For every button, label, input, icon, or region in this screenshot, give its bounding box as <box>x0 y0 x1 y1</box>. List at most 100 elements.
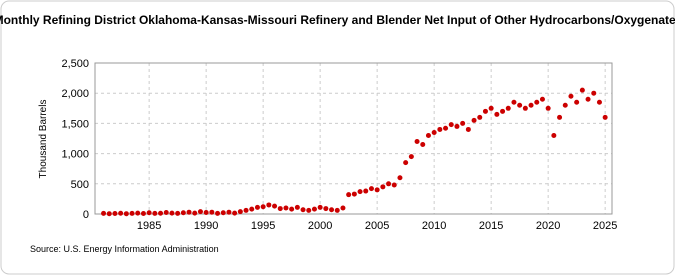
point <box>471 117 477 123</box>
point <box>522 105 528 111</box>
point <box>351 191 357 197</box>
point <box>232 210 238 216</box>
point <box>146 210 152 216</box>
point <box>215 210 221 216</box>
point <box>551 132 557 138</box>
point <box>562 102 568 108</box>
point <box>557 114 563 120</box>
point <box>528 102 534 108</box>
point <box>311 206 317 212</box>
point <box>334 207 340 213</box>
x-tick-label: 2025 <box>593 220 617 232</box>
point <box>374 187 380 193</box>
point <box>414 139 420 145</box>
point <box>477 114 483 120</box>
point <box>454 123 460 129</box>
source: Source: U.S. Energy Information Administ… <box>30 244 219 254</box>
point <box>226 209 232 215</box>
point <box>209 209 215 215</box>
point <box>289 206 295 212</box>
point <box>511 99 517 105</box>
point <box>545 105 551 111</box>
point <box>579 87 585 93</box>
point <box>488 105 494 111</box>
x-tick-label: 1990 <box>194 220 218 232</box>
point <box>448 122 454 128</box>
point <box>277 206 283 212</box>
y-tick-label: 2,500 <box>61 58 89 70</box>
y-tick-label: 500 <box>71 179 89 191</box>
point <box>465 126 471 132</box>
x-tick-label: 1985 <box>137 220 161 232</box>
point <box>112 211 118 217</box>
point <box>425 132 431 138</box>
y-tick-label: 2,000 <box>61 88 89 100</box>
y-tick-label: 0 <box>83 209 89 221</box>
point <box>568 93 574 99</box>
point <box>186 209 192 215</box>
point <box>591 90 597 96</box>
point <box>574 99 580 105</box>
point <box>437 126 443 132</box>
point <box>260 204 266 210</box>
point <box>249 206 255 212</box>
point <box>272 203 278 209</box>
plot-border <box>94 62 613 215</box>
point <box>397 175 403 181</box>
point <box>203 209 209 215</box>
point <box>283 205 289 211</box>
point <box>368 186 374 192</box>
point <box>192 210 198 216</box>
point <box>220 210 226 216</box>
x-tick-label: 2000 <box>308 220 332 232</box>
x-tick-label: 2005 <box>365 220 389 232</box>
point <box>300 207 306 213</box>
point <box>403 160 409 166</box>
point <box>517 102 523 108</box>
point <box>118 210 124 216</box>
point <box>357 189 363 195</box>
point <box>135 210 141 216</box>
point <box>346 192 352 198</box>
y-tick-label: 1,500 <box>61 118 89 130</box>
point <box>500 108 506 114</box>
x-tick-label: 2020 <box>536 220 560 232</box>
point <box>363 188 369 194</box>
point <box>539 96 545 102</box>
point <box>158 210 164 216</box>
x-tick-label: 2015 <box>479 220 503 232</box>
point <box>197 209 203 215</box>
point <box>254 204 260 210</box>
point <box>106 211 112 217</box>
point <box>180 210 186 216</box>
point <box>505 105 511 111</box>
point <box>101 210 107 216</box>
point <box>306 207 312 213</box>
point <box>386 181 392 187</box>
point <box>123 211 129 217</box>
y-tick-label: 1,000 <box>61 149 89 161</box>
point <box>294 204 300 210</box>
point <box>140 211 146 217</box>
point <box>443 125 449 131</box>
point <box>266 202 272 208</box>
point <box>243 207 249 213</box>
point <box>152 210 158 216</box>
point <box>482 108 488 114</box>
point <box>323 206 329 212</box>
point <box>329 207 335 213</box>
point <box>602 114 608 120</box>
chart-title: Monthly Refining District Oklahoma-Kansa… <box>0 13 675 27</box>
point <box>317 204 323 210</box>
point <box>585 96 591 102</box>
point <box>596 99 602 105</box>
point <box>534 99 540 105</box>
point <box>237 209 243 215</box>
x-tick-label: 1995 <box>251 220 275 232</box>
point <box>460 120 466 126</box>
point <box>129 210 135 216</box>
point <box>380 184 386 190</box>
point <box>340 205 346 211</box>
